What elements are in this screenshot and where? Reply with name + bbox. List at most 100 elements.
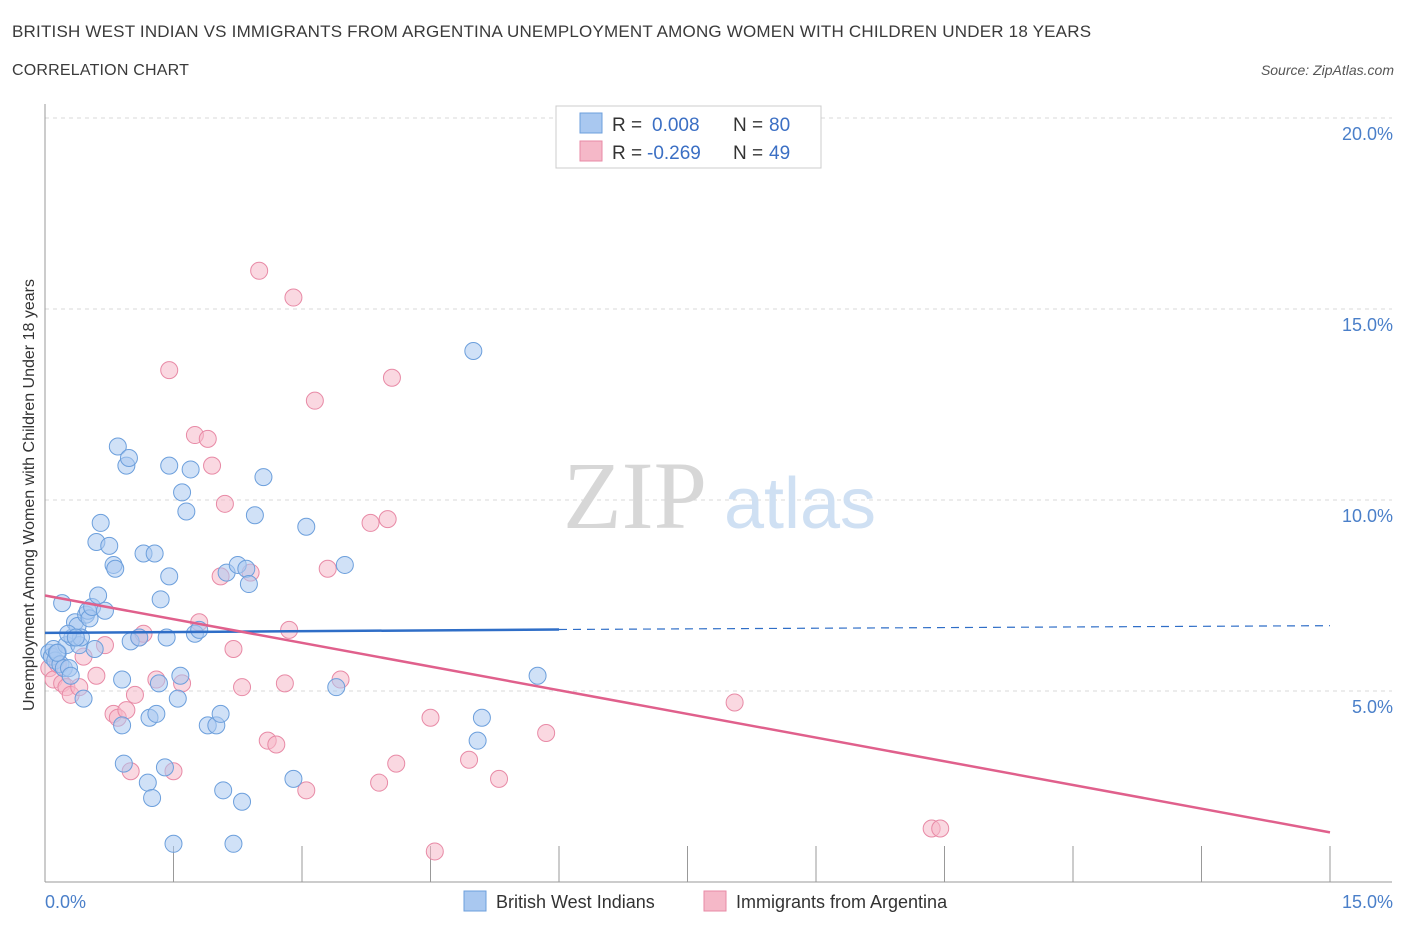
- argentina-point-47: [460, 750, 479, 769]
- bwi-point-30: [113, 670, 132, 689]
- argentina-point-50: [725, 693, 744, 712]
- argentina-point-52: [931, 819, 950, 838]
- bwi-point-76: [47, 643, 66, 662]
- bwi-point-73: [468, 731, 487, 750]
- bwi-point-23: [89, 586, 108, 605]
- series-legend: British West Indians Immigrants from Arg…: [463, 890, 948, 912]
- bwi-point-44: [155, 758, 174, 777]
- argentina-point-32: [267, 735, 286, 754]
- grid-lines: [45, 117, 1392, 692]
- y-tick-label-3: 20.0%: [1342, 124, 1393, 144]
- bwi-point-71: [335, 555, 354, 574]
- legend-label-argentina: Immigrants from Argentina: [736, 892, 948, 912]
- bwi-point-64: [237, 559, 256, 578]
- y-tick-label-1: 10.0%: [1342, 506, 1393, 526]
- bwi-point-41: [145, 544, 164, 563]
- bwi-point-70: [327, 678, 346, 697]
- bwi-point-28: [106, 559, 125, 578]
- argentina-point-12: [117, 701, 136, 720]
- trend-lines: [44, 594, 1331, 834]
- bwi-point-79: [149, 674, 168, 693]
- bwi-point-65: [239, 575, 258, 594]
- bwi-point-31: [113, 716, 132, 735]
- argentina-point-8: [87, 666, 106, 685]
- y-tick-label-0: 5.0%: [1352, 697, 1393, 717]
- bwi-point-49: [168, 689, 187, 708]
- bwi-point-59: [214, 781, 233, 800]
- argentina-point-41: [370, 773, 389, 792]
- axes: [44, 104, 1392, 883]
- y-tick-labels: 5.0% 10.0% 15.0% 20.0%: [1342, 124, 1393, 717]
- argentina-point-48: [490, 769, 509, 788]
- bwi-point-16: [74, 689, 93, 708]
- argentina-point-26: [215, 494, 234, 513]
- correlation-legend: R = 0.008 N = 80 R = -0.269 N = 49: [555, 105, 822, 169]
- legend-n-value-argentina: 49: [769, 143, 790, 164]
- bwi-point-38: [138, 773, 157, 792]
- bwi-point-21: [85, 639, 104, 658]
- argentina-point-30: [250, 261, 269, 280]
- argentina-point-37: [305, 391, 324, 410]
- legend-swatch-argentina-bottom: [703, 890, 727, 912]
- bwi-point-69: [297, 517, 316, 536]
- bwi-point-10: [61, 666, 80, 685]
- argentina-point-44: [387, 754, 406, 773]
- bwi-point-67: [254, 468, 273, 487]
- legend-r-value-argentina: -0.269: [647, 143, 701, 164]
- argentina-point-49: [537, 724, 556, 743]
- bwi-point-58: [211, 704, 230, 723]
- watermark-atlas: atlas: [724, 464, 876, 544]
- legend-swatch-bwi-bottom: [463, 890, 487, 912]
- legend-n-label-bwi: N =: [733, 115, 763, 136]
- legend-r-label-argentina: R =: [612, 143, 642, 164]
- bwi-point-29: [108, 437, 127, 456]
- argentina-point-24: [203, 456, 222, 475]
- chart-subtitle: CORRELATION CHART: [12, 62, 190, 79]
- bwi-point-74: [472, 708, 491, 727]
- x-tick-label-1: 15.0%: [1342, 892, 1393, 912]
- bwi-point-53: [181, 460, 200, 479]
- argentina-point-45: [421, 708, 440, 727]
- watermark: ZIP atlas: [563, 442, 876, 549]
- argentina-point-28: [233, 678, 252, 697]
- y-tick-label-2: 15.0%: [1342, 315, 1393, 335]
- x-tick-label-0: 0.0%: [45, 892, 86, 912]
- bwi-point-32: [114, 754, 133, 773]
- y-axis-label: Unemployment Among Women with Children U…: [21, 279, 38, 711]
- legend-swatch-argentina: [579, 140, 603, 162]
- bwi-point-50: [171, 666, 190, 685]
- argentina-point-40: [361, 513, 380, 532]
- bwi-point-46: [160, 567, 179, 586]
- argentina-point-35: [284, 288, 303, 307]
- argentina-point-46: [425, 842, 444, 861]
- bwi-point-63: [233, 792, 252, 811]
- legend-swatch-bwi: [579, 112, 603, 134]
- bwi-trend-line-extension: [558, 625, 1331, 631]
- legend-r-label-bwi: R =: [612, 115, 642, 136]
- bwi-point-43: [151, 590, 170, 609]
- bwi-point-66: [245, 506, 264, 525]
- bwi-point-52: [177, 502, 196, 521]
- bwi-point-42: [147, 704, 166, 723]
- bwi-point-72: [464, 342, 483, 361]
- series-argentina-points: [40, 261, 950, 861]
- argentina-point-42: [378, 510, 397, 529]
- argentina-point-33: [275, 674, 294, 693]
- argentina-point-23: [198, 429, 217, 448]
- bwi-point-68: [284, 769, 303, 788]
- source-label: Source: ZipAtlas.com: [1260, 62, 1394, 78]
- argentina-trend-line: [44, 594, 1331, 834]
- legend-r-value-bwi: 0.008: [652, 115, 700, 136]
- argentina-point-38: [318, 559, 337, 578]
- legend-n-label-argentina: N =: [733, 143, 763, 164]
- argentina-point-34: [280, 620, 299, 639]
- bwi-point-47: [160, 456, 179, 475]
- argentina-point-18: [160, 361, 179, 380]
- bwi-point-40: [143, 788, 162, 807]
- bwi-point-75: [528, 666, 547, 685]
- watermark-zip: ZIP: [563, 442, 707, 549]
- bwi-point-34: [119, 448, 138, 467]
- argentina-point-36: [297, 781, 316, 800]
- argentina-point-14: [125, 685, 144, 704]
